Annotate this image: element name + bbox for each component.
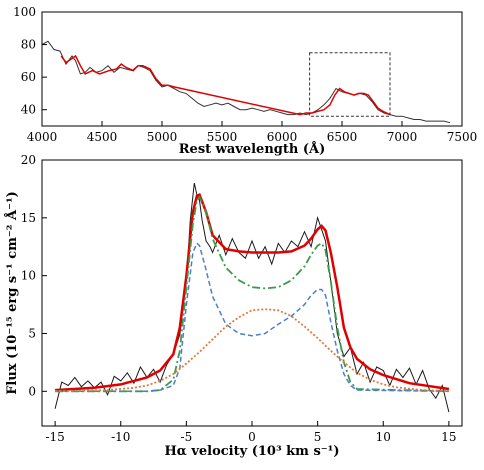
zoom-region-box xyxy=(309,52,391,117)
top-y-tick-label: 100 xyxy=(13,5,36,19)
bottom-x-tick-label: 5 xyxy=(314,430,322,444)
top-series-group xyxy=(41,40,451,124)
bottom-x-tick-label: 0 xyxy=(248,430,256,444)
top-x-tick-label: 6000 xyxy=(267,130,298,144)
bottom-y-tick-label: 5 xyxy=(28,326,36,340)
top-x-tick-label: 4500 xyxy=(87,130,118,144)
bottom-x-tick-label: -15 xyxy=(45,430,64,444)
bottom-axes: -15 -10 -5 0 5 10 15 0 5 10 15 20 xyxy=(21,153,457,444)
bottom-series-group xyxy=(54,182,450,413)
top-y-tick-label: 60 xyxy=(21,70,36,84)
top-x-tick-label: 6500 xyxy=(327,130,358,144)
top-x-tick-label: 4000 xyxy=(27,130,58,144)
top-x-tick-label: 7500 xyxy=(447,130,478,144)
top-axes: 4000 4500 5000 5500 6000 6500 7000 7500 40 60 80 10… xyxy=(13,5,477,144)
top-x-axis-label: Rest wavelength (Å) xyxy=(179,141,326,157)
top-y-tick-label: 40 xyxy=(21,103,36,117)
bottom-x-tick-label: -5 xyxy=(181,430,193,444)
top-observed-spectrum xyxy=(41,40,451,124)
top-y-tick-label: 80 xyxy=(21,38,36,52)
bottom-x-tick-label: 15 xyxy=(441,430,456,444)
top-x-tick-label: 5500 xyxy=(207,130,238,144)
bottom-y-tick-label: 20 xyxy=(21,153,36,167)
top-x-tick-label: 5000 xyxy=(147,130,178,144)
bottom-y-tick-label: 15 xyxy=(21,211,36,225)
top-fit-line xyxy=(60,54,391,116)
bottom-blue-component xyxy=(55,242,449,393)
bottom-x-axis-label: Hα velocity (10³ km s⁻¹) xyxy=(165,444,340,459)
bottom-y-tick-label: 10 xyxy=(21,269,36,283)
top-panel: 4000 4500 5000 5500 6000 6500 7000 7500 40 60 80 10… xyxy=(13,5,477,157)
bottom-panel: -15 -10 -5 0 5 10 15 0 5 10 15 20 Hα velocity (10³ … xyxy=(4,153,463,459)
bottom-total-fit xyxy=(55,193,450,392)
top-x-tick-label: 7000 xyxy=(387,130,418,144)
bottom-observed-flux xyxy=(54,182,450,413)
bottom-y-axis-label: Flux (10⁻¹⁵ erg s⁻¹ cm⁻² Å⁻¹) xyxy=(4,191,20,395)
bottom-orange-component xyxy=(55,308,449,392)
bottom-x-tick-label: -10 xyxy=(111,430,130,444)
bottom-y-tick-label: 0 xyxy=(28,384,36,398)
top-plot-frame xyxy=(41,11,463,127)
bottom-green-component xyxy=(55,195,449,393)
bottom-x-tick-label: 10 xyxy=(376,430,391,444)
